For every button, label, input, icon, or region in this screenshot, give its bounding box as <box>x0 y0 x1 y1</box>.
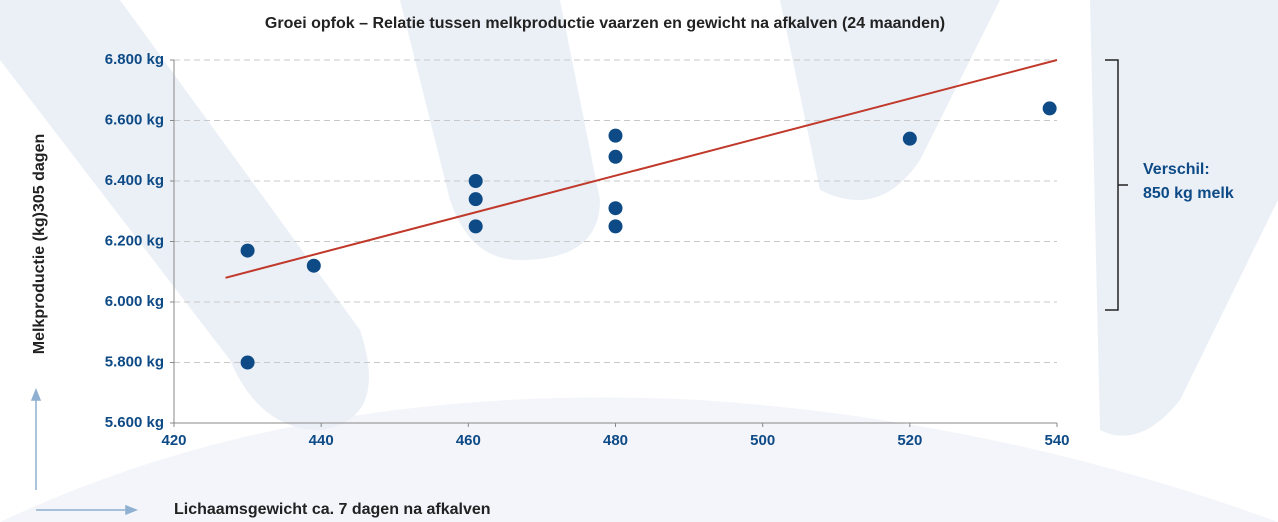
point <box>241 356 255 370</box>
y-axis-label: Melkproductie (kg)305 dagen <box>31 134 48 355</box>
point <box>609 129 623 143</box>
x-tick-label: 520 <box>897 432 922 449</box>
point <box>903 132 917 146</box>
x-tick-label: 460 <box>456 432 481 449</box>
y-tick-label: 6.400 kg <box>105 172 164 189</box>
background <box>0 0 1278 522</box>
y-tick-label: 6.000 kg <box>105 293 164 310</box>
y-tick-label: 5.800 kg <box>105 353 164 370</box>
point <box>241 244 255 258</box>
y-tick-label: 5.600 kg <box>105 414 164 431</box>
trend-line <box>226 60 1057 278</box>
point <box>1043 101 1057 115</box>
chart: Groei opfok – Relatie tussen melkproduct… <box>0 0 1278 522</box>
x-tick-label: 480 <box>603 432 628 449</box>
point <box>469 192 483 206</box>
x-tick-label: 500 <box>750 432 775 449</box>
point <box>469 174 483 188</box>
x-axis-label: Lichaamsgewicht ca. 7 dagen na afkalven <box>174 501 491 518</box>
x-tick-label: 540 <box>1044 432 1069 449</box>
point <box>609 150 623 164</box>
point <box>609 219 623 233</box>
x-tick-label: 440 <box>309 432 334 449</box>
y-tick-label: 6.200 kg <box>105 232 164 249</box>
annotation: 850 kg melk <box>1143 185 1234 202</box>
y-tick-label: 6.800 kg <box>105 51 164 68</box>
y-tick-label: 6.600 kg <box>105 111 164 128</box>
annotation: Verschil: <box>1143 161 1210 178</box>
x-tick-label: 420 <box>161 432 186 449</box>
point <box>469 219 483 233</box>
point <box>609 201 623 215</box>
page: {"chart_data": { "type": "scatter", "tit… <box>0 0 1278 522</box>
point <box>307 259 321 273</box>
chart-title: Groei opfok – Relatie tussen melkproduct… <box>265 15 945 32</box>
